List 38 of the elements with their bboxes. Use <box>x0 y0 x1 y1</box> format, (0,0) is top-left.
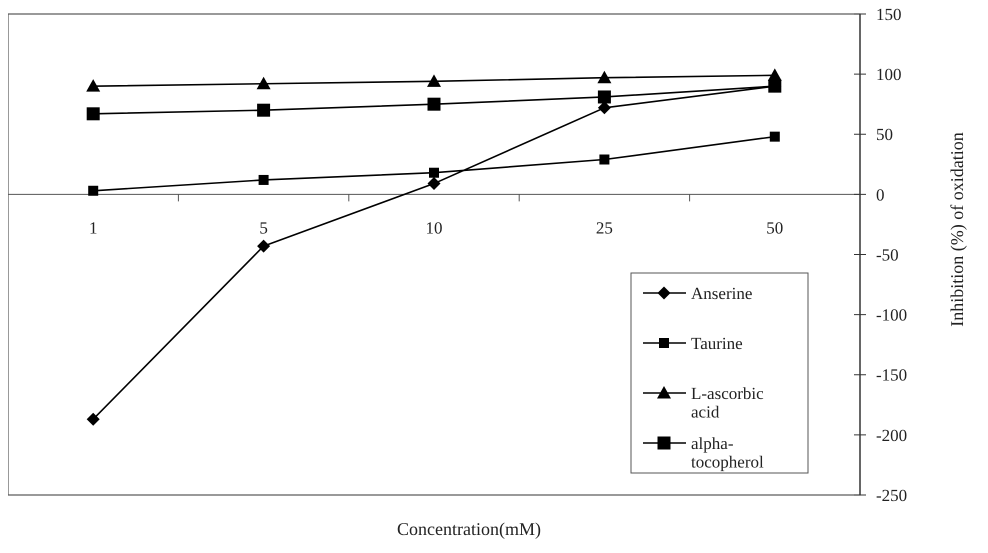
point <box>598 90 611 104</box>
y-tick-label: -200 <box>876 426 908 445</box>
y-tick-label: -150 <box>876 366 908 385</box>
x-tick-label: 50 <box>766 218 784 238</box>
point <box>429 168 439 178</box>
point <box>597 70 612 84</box>
legend-label: Anserine <box>691 284 752 303</box>
y-axis-title: Inhibition (%) of oxidation <box>947 132 967 327</box>
y-tick-label: 150 <box>876 4 902 24</box>
point <box>768 80 782 93</box>
legend-label: L-ascorbic acid <box>691 384 764 422</box>
point <box>258 174 269 185</box>
point <box>770 132 780 142</box>
point <box>257 240 270 253</box>
point <box>257 104 270 117</box>
point <box>86 107 100 120</box>
legend-label: alpha-tocopherol <box>691 434 764 472</box>
point <box>598 101 611 114</box>
point <box>599 154 610 165</box>
legend-label: Taurine <box>691 334 743 353</box>
y-tick-label: 0 <box>876 185 884 204</box>
x-tick-label: 25 <box>596 218 613 238</box>
point <box>86 79 100 92</box>
y-tick-label: 50 <box>876 125 893 144</box>
x-tick-label: 10 <box>426 218 442 238</box>
point <box>428 177 440 190</box>
point <box>427 74 441 87</box>
y-tick-label: -100 <box>876 306 908 325</box>
x-axis-title: Concentration(mM) <box>397 519 541 539</box>
point <box>428 98 440 111</box>
point <box>256 76 271 90</box>
y-tick-label: -250 <box>876 486 908 505</box>
y-tick-label: 100 <box>876 65 902 84</box>
point <box>88 186 98 196</box>
x-tick-label: 1 <box>88 218 98 238</box>
x-tick-label: 5 <box>259 218 268 238</box>
y-tick-label: -50 <box>876 245 899 264</box>
point <box>86 412 100 426</box>
